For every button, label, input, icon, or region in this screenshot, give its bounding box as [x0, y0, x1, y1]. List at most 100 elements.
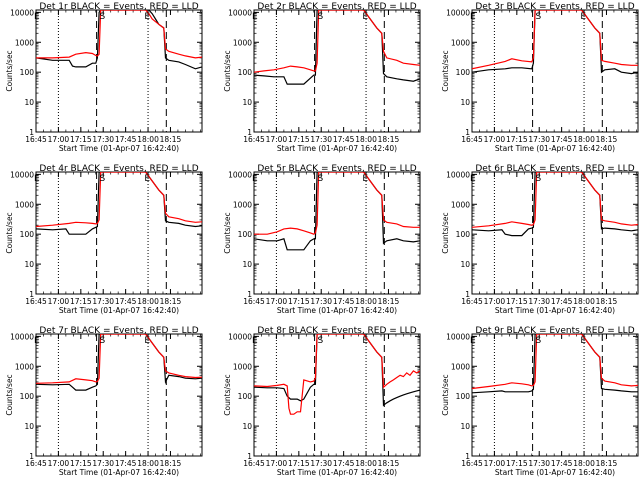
panel-9: Det 9r BLACK = Events, RED = LLD 1 10 100 10… [441, 326, 639, 477]
x-tick-label: 18:00 [573, 459, 595, 468]
marker-s: S [100, 174, 106, 184]
y-tick-label: 1 [29, 452, 34, 461]
y-axis-label: Counts/sec [441, 50, 450, 91]
y-axis-label: Counts/sec [441, 374, 450, 415]
x-tick-label: 17:15 [70, 135, 92, 144]
plot-frame [35, 333, 203, 457]
series-lld-line [36, 172, 202, 228]
x-tick-label: 17:15 [506, 135, 528, 144]
x-axis-label: Start Time (01-Apr-07 16:42:40) [495, 306, 615, 315]
y-tick-label: 1000 [451, 38, 470, 47]
marker-s: S [536, 174, 542, 184]
marker-s: S [536, 12, 542, 22]
x-axis-label: Start Time (01-Apr-07 16:42:40) [277, 306, 397, 315]
x-axis-label: Start Time (01-Apr-07 16:42:40) [495, 144, 615, 153]
panel-1: Det 1r BLACK = Events, RED = LLD 1 10 100 10… [5, 2, 203, 153]
panel-8: Det 8r BLACK = Events, RED = LLD 1 10 100 10… [223, 326, 421, 477]
x-axis-label: Start Time (01-Apr-07 16:42:40) [59, 306, 179, 315]
series-lld-line [254, 172, 420, 235]
panel-3: Det 3r BLACK = Events, RED = LLD 1 10 100 10… [441, 2, 639, 153]
panel-title: Det 2r BLACK = Events, RED = LLD [257, 2, 416, 12]
panel-title: Det 1r BLACK = Events, RED = LLD [39, 2, 198, 12]
x-tick-label: 17:30 [528, 135, 550, 144]
plot-frame [253, 333, 421, 457]
x-axis-label: Start Time (01-Apr-07 16:42:40) [59, 144, 179, 153]
y-tick-label: 10 [24, 260, 34, 269]
y-tick-label: 1 [29, 290, 34, 299]
y-tick-label: 1000 [15, 38, 34, 47]
x-tick-label: 16:45 [25, 135, 47, 144]
x-tick-label: 17:45 [551, 135, 573, 144]
y-tick-label: 10 [460, 422, 470, 431]
x-tick-label: 17:30 [92, 297, 114, 306]
plot-frame [253, 9, 421, 133]
x-tick-label: 18:00 [355, 135, 377, 144]
series-events-line [472, 172, 638, 237]
y-tick-label: 100 [20, 230, 35, 239]
marker-e: E [362, 336, 368, 346]
x-tick-label: 17:00 [48, 135, 70, 144]
panel-title: Det 3r BLACK = Events, RED = LLD [475, 2, 634, 12]
x-tick-label: 16:45 [243, 459, 265, 468]
plot-frame [471, 9, 639, 133]
y-tick-label: 10000 [446, 170, 470, 179]
x-axis-label: Start Time (01-Apr-07 16:42:40) [495, 468, 615, 477]
series-events-line [254, 334, 420, 407]
series-events-line [36, 334, 202, 391]
x-tick-label: 18:00 [573, 297, 595, 306]
y-tick-label: 100 [456, 230, 471, 239]
y-tick-label: 1000 [233, 200, 252, 209]
x-tick-label: 17:00 [484, 459, 506, 468]
y-axis-label: Counts/sec [5, 212, 14, 253]
x-tick-label: 17:45 [551, 297, 573, 306]
x-tick-label: 17:15 [288, 135, 310, 144]
plot-frame [253, 171, 421, 295]
series-events-line [36, 172, 202, 235]
marker-e: E [362, 174, 368, 184]
x-tick-label: 17:15 [288, 297, 310, 306]
series-lld-line [36, 334, 202, 384]
marker-e: E [252, 174, 258, 184]
y-axis-label: Counts/sec [441, 212, 450, 253]
y-tick-label: 10000 [228, 8, 252, 17]
series-events-line [472, 10, 638, 75]
x-tick-label: 18:15 [596, 459, 618, 468]
x-tick-label: 17:00 [266, 297, 288, 306]
x-tick-label: 17:00 [48, 459, 70, 468]
x-tick-label: 16:45 [243, 297, 265, 306]
panel-2: Det 2r BLACK = Events, RED = LLD 1 10 100 10… [223, 2, 421, 153]
x-tick-label: 17:30 [310, 135, 332, 144]
x-tick-label: 17:45 [333, 459, 355, 468]
y-tick-label: 10000 [10, 332, 34, 341]
y-tick-label: 10 [460, 98, 470, 107]
y-tick-label: 1 [247, 452, 252, 461]
x-tick-label: 17:15 [288, 459, 310, 468]
y-tick-label: 10 [24, 422, 34, 431]
marker-e: E [144, 12, 150, 22]
y-tick-label: 100 [20, 68, 35, 77]
x-tick-label: 17:30 [310, 459, 332, 468]
x-axis-label: Start Time (01-Apr-07 16:42:40) [277, 144, 397, 153]
y-tick-label: 10 [242, 260, 252, 269]
marker-e: E [252, 12, 258, 22]
marker-e: E [580, 336, 586, 346]
x-tick-label: 17:15 [506, 459, 528, 468]
y-tick-label: 10 [242, 98, 252, 107]
y-tick-label: 10000 [10, 8, 34, 17]
x-tick-label: 17:00 [48, 297, 70, 306]
x-tick-label: 17:45 [551, 459, 573, 468]
panel-5: Det 5r BLACK = Events, RED = LLD 1 10 100 10… [223, 164, 421, 315]
y-axis-label: Counts/sec [223, 50, 232, 91]
y-tick-label: 100 [20, 392, 35, 401]
marker-s: S [536, 336, 542, 346]
x-tick-label: 18:00 [137, 297, 159, 306]
y-tick-label: 1 [465, 128, 470, 137]
y-tick-label: 1000 [15, 362, 34, 371]
x-tick-label: 17:45 [115, 297, 137, 306]
panel-title: Det 9r BLACK = Events, RED = LLD [475, 326, 634, 336]
panel-title: Det 7r BLACK = Events, RED = LLD [39, 326, 198, 336]
x-tick-label: 16:45 [243, 135, 265, 144]
y-tick-label: 10000 [228, 332, 252, 341]
